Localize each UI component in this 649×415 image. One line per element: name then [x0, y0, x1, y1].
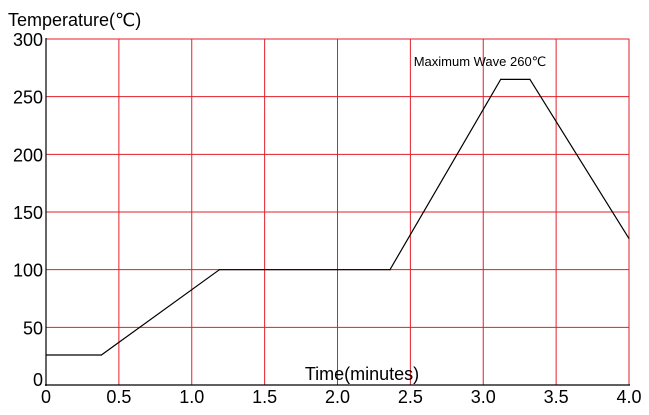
x-tick-label: 3.5 — [544, 387, 569, 407]
x-tick-label: 2.5 — [398, 387, 423, 407]
y-tick-label: 50 — [23, 318, 43, 338]
grid-lines — [46, 38, 630, 385]
data-point — [628, 237, 630, 240]
y-tick-label: 300 — [13, 30, 43, 50]
x-tick-label: 4.0 — [616, 387, 641, 407]
x-tick-label: 3.0 — [471, 387, 496, 407]
y-tick-label: 200 — [13, 145, 43, 165]
x-tick-label: 0.5 — [106, 387, 131, 407]
data-point — [529, 78, 531, 80]
series-layer — [45, 78, 630, 356]
y-tick-label: 100 — [13, 261, 43, 281]
y-tick-label: 0 — [33, 370, 43, 390]
x-tick-label: 1.5 — [252, 387, 277, 407]
data-point — [500, 78, 502, 80]
x-tick-label: 1.0 — [179, 387, 204, 407]
x-tick-label: 0 — [41, 387, 51, 407]
data-point — [100, 354, 102, 356]
peak-annotation: Maximum Wave 260℃ — [414, 54, 547, 69]
axes — [45, 38, 630, 386]
x-tick-label: 2.0 — [325, 387, 350, 407]
y-tick-label: 250 — [13, 88, 43, 108]
x-tick-labels: 0 0.5 1.0 1.5 2.0 2.5 3.0 3.5 4.0 — [41, 387, 642, 407]
y-tick-label: 150 — [13, 203, 43, 223]
y-tick-labels: 0 50 100 150 200 250 300 — [13, 30, 43, 390]
data-point — [218, 269, 221, 271]
data-point — [389, 269, 391, 271]
y-axis-title: Temperature(℃) — [8, 10, 141, 30]
x-axis-title: Time(minutes) — [305, 364, 419, 384]
data-point — [45, 354, 47, 356]
